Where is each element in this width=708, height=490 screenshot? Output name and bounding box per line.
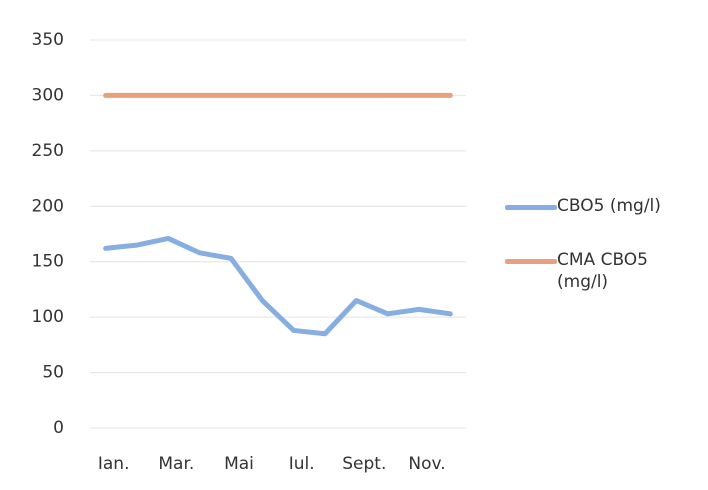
x-tick-label: Sept.	[342, 454, 386, 474]
x-tick-label: Mar.	[158, 454, 194, 474]
legend-label: CBO5 (mg/l)	[557, 196, 661, 216]
data-line	[103, 235, 453, 337]
x-tick-label: Iul.	[289, 454, 315, 474]
y-tick-label: 100	[32, 307, 64, 327]
x-tick-label: Ian.	[98, 454, 130, 474]
legend-swatch	[505, 259, 557, 264]
legend-item: CMA CBO5 (mg/l)	[505, 249, 705, 293]
y-tick-label: 300	[32, 85, 64, 105]
legend-item: CBO5 (mg/l)	[505, 195, 705, 217]
x-tick-label: Mai	[224, 454, 254, 474]
y-tick-label: 150	[32, 252, 64, 272]
y-tick-label: 250	[32, 141, 64, 161]
legend: CBO5 (mg/l) CMA CBO5 (mg/l)	[505, 195, 705, 325]
legend-swatch	[505, 205, 557, 210]
y-tick-label: 200	[32, 196, 64, 216]
legend-label: CMA CBO5 (mg/l)	[557, 250, 649, 292]
y-tick-label: 50	[42, 363, 64, 383]
x-tick-label: Nov.	[408, 454, 445, 474]
y-tick-label: 350	[32, 30, 64, 50]
y-tick-label: 0	[53, 418, 64, 438]
